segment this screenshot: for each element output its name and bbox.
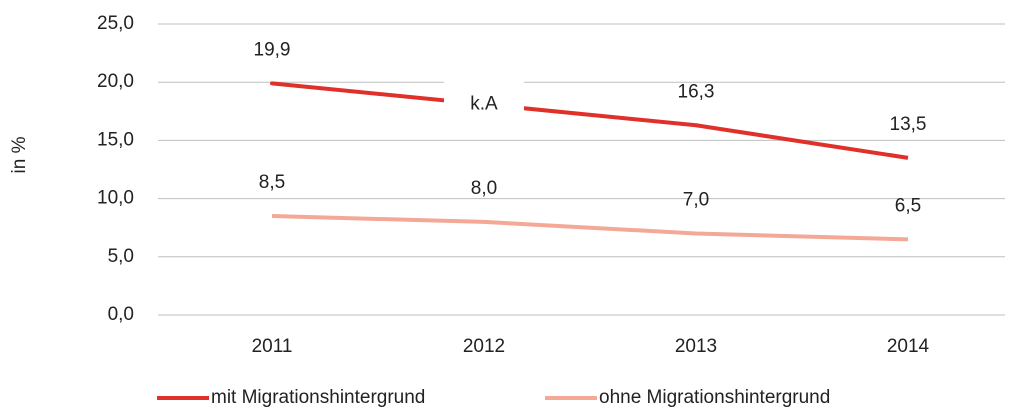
label-box bbox=[444, 80, 524, 129]
x-tick-label: 2013 bbox=[675, 336, 717, 357]
y-tick-label: 10,0 bbox=[97, 188, 134, 209]
data-label: 13,5 bbox=[890, 114, 927, 135]
y-tick-label: 15,0 bbox=[97, 129, 134, 150]
y-tick-label: 0,0 bbox=[108, 304, 134, 325]
y-tick-label: 5,0 bbox=[108, 246, 134, 267]
series-line bbox=[271, 214, 909, 242]
series-line bbox=[695, 123, 909, 160]
y-tick-label: 25,0 bbox=[97, 13, 134, 34]
data-label: 16,3 bbox=[678, 81, 715, 102]
x-tick-label: 2011 bbox=[252, 336, 293, 357]
data-label: 8,5 bbox=[259, 172, 285, 193]
data-label: k.A bbox=[470, 93, 498, 114]
data-label: 7,0 bbox=[683, 190, 709, 211]
x-tick-label: 2012 bbox=[463, 336, 505, 357]
data-label: 19,9 bbox=[254, 39, 291, 60]
legend-label: ohne Migrationshintergrund bbox=[599, 387, 830, 408]
legend-label: mit Migrationshintergrund bbox=[211, 387, 425, 408]
y-tick-label: 20,0 bbox=[97, 71, 134, 92]
data-label: 8,0 bbox=[471, 178, 497, 199]
data-label: 6,5 bbox=[895, 195, 921, 216]
x-tick-label: 2014 bbox=[887, 336, 930, 357]
y-axis-label: in % bbox=[9, 136, 30, 173]
